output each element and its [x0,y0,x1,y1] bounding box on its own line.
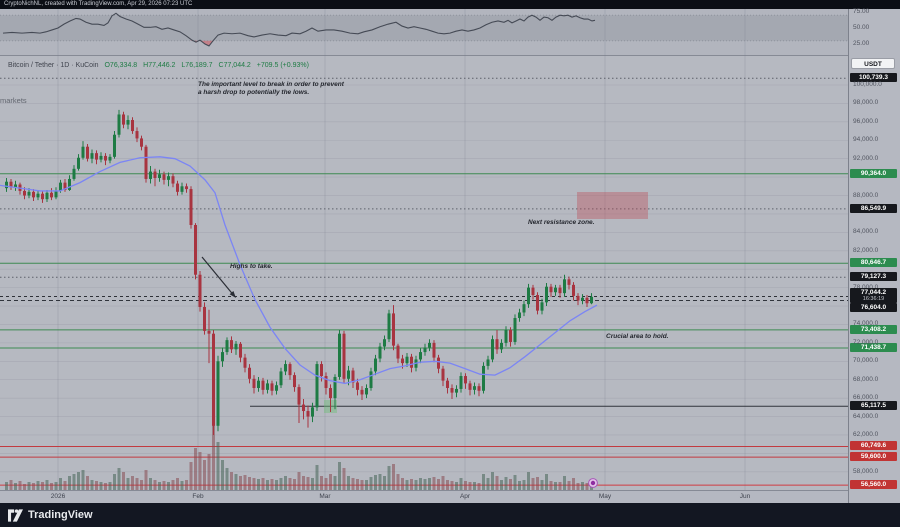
annotation-important-level[interactable]: The important level to break in order to… [198,81,344,96]
time-tick-label: Mar [319,493,331,500]
currency-toggle-button[interactable]: USDT [851,58,895,69]
price-tick-label: 62,000.0 [853,430,879,438]
price-level-flag: 56,560.0 [850,480,897,490]
price-tick-label: 74,000.0 [853,320,879,328]
price-level-flag: 90,364.0 [850,168,897,178]
ohlc-low: L76,189.7 [181,62,213,69]
price-tick-label: 88,000.0 [853,191,879,199]
price-level-flag: 59,600.0 [850,452,897,462]
ohlc-close: C77,044.2 [218,62,251,69]
time-tick-label: 2026 [50,493,66,500]
screenshot-credit: CryptoNichNL, created with TradingView.c… [0,0,900,9]
watermark-text: markets [0,96,27,105]
current-price-label: 77,044.2 16:36:19 [850,288,897,304]
price-tick-label: 58,000.0 [853,467,879,475]
price-tick-label: 100,000.0 [853,81,882,88]
price-level-flag: 80,646.7 [850,258,897,268]
annotation-crucial-area[interactable]: Crucial area to hold. [606,333,669,340]
price-level-flag: 100,739.3 [850,73,897,83]
ohlc-high: H77,446.2 [143,62,176,69]
pane-divider[interactable] [0,55,848,56]
price-tick-label: 64,000.0 [853,412,879,420]
bar-countdown: 16:36:19 [862,296,885,303]
chart-canvas[interactable] [0,56,848,490]
price-tick-label: 66,000.0 [853,394,879,402]
price-level-flag: 76,604.0 [850,303,897,313]
price-tick-label: 82,000.0 [853,246,879,254]
price-tick-label: 92,000.0 [853,154,879,162]
rsi-tick-label: 75.00 [853,8,870,15]
rsi-tick-label: 50.00 [853,24,870,31]
time-tick-label: May [598,493,612,500]
time-tick-label: Jun [739,493,751,500]
rsi-tick-label: 25.00 [853,40,870,47]
tradingview-brand-text: TradingView [28,509,93,521]
price-level-flag: 73,408.2 [850,324,897,334]
price-tick-label: 98,000.0 [853,99,879,107]
annotation-highs-to-take[interactable]: Highs to take. [230,263,273,270]
ohlc-open: O76,334.8 [104,62,138,69]
price-tick-label: 70,000.0 [853,357,879,365]
current-price-value: 77,044.2 [860,289,887,297]
symbol-info-row[interactable]: Bitcoin / Tether · 1D · KuCoin O76,334.8… [8,62,309,69]
tradingview-logo-icon [8,508,23,522]
time-tick-label: Apr [459,493,471,500]
price-tick-label: 78,000.0 [853,283,879,291]
price-level-flag: 79,127.3 [850,272,897,282]
price-level-flag: 65,117.5 [850,401,897,411]
tradingview-brand[interactable]: TradingView [8,508,93,522]
price-tick-label: 68,000.0 [853,375,879,383]
rsi-pane[interactable] [0,9,848,56]
price-level-flag: 60,749.6 [850,441,897,451]
price-tick-label: 72,000.0 [853,338,879,346]
time-axis[interactable]: 2026 Feb Mar Apr May Jun [0,490,848,503]
price-tick-label: 84,000.0 [853,228,879,236]
price-level-flag: 71,438.7 [850,343,897,353]
change-value: +709.5 (+0.93%) [256,62,309,69]
price-tick-label: 94,000.0 [853,136,879,144]
time-tick-label: Feb [192,493,204,500]
annotation-next-resistance[interactable]: Next resistance zone. [528,219,595,226]
footer-bar: TradingView [0,503,900,527]
price-level-flag: 86,549.9 [850,203,897,213]
symbol-title[interactable]: Bitcoin / Tether · 1D · KuCoin [8,62,99,69]
price-tick-label: 96,000.0 [853,117,879,125]
price-axis[interactable]: USDT 77,044.2 16:36:19 100,739.3 90,364.0… [848,8,900,503]
